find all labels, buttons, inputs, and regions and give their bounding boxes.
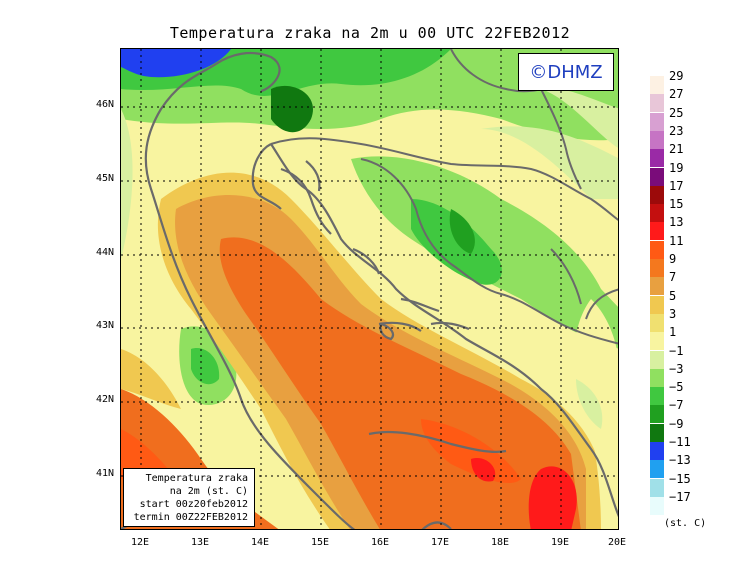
legend-swatch: [650, 76, 664, 94]
info-line: na 2m (st. C): [169, 486, 248, 497]
lon-tick-label: 16E: [370, 537, 390, 548]
legend-label: 23: [669, 123, 684, 138]
legend-swatch: [650, 149, 664, 168]
legend-label: −7: [669, 398, 684, 413]
legend-swatch: [650, 442, 664, 460]
legend-swatch: [650, 277, 664, 296]
legend-label: 27: [669, 87, 684, 102]
legend-label: 1: [669, 325, 677, 340]
info-line: termin 00Z22FEB2012: [133, 512, 248, 523]
legend-label: 3: [669, 306, 677, 321]
legend-label: 15: [669, 197, 684, 212]
legend-swatch: [650, 185, 664, 204]
lon-tick-label: 18E: [490, 537, 510, 548]
lon-tick-label: 13E: [190, 537, 210, 548]
legend-label: −15: [669, 471, 691, 486]
legend-swatch: [650, 167, 664, 186]
legend-swatch: [650, 496, 664, 515]
legend-label: 19: [669, 160, 684, 175]
legend-label: 29: [669, 69, 684, 83]
legend-label: 11: [669, 233, 684, 248]
lat-tick-label: 42N: [95, 394, 114, 405]
info-line: Temperatura zraka: [145, 473, 248, 484]
lat-tick-label: 46N: [95, 99, 114, 110]
legend-unit: (st. C): [664, 518, 707, 529]
map-field: [121, 49, 618, 529]
legend-swatch: [650, 204, 664, 223]
lon-tick-label: 12E: [130, 537, 150, 548]
lat-tick-label: 43N: [95, 320, 114, 331]
legend-swatch: [650, 423, 664, 442]
borders: [270, 49, 618, 345]
legend-swatch: [650, 94, 664, 113]
info-line: start 00z20feb2012: [139, 499, 248, 510]
lat-tick-label: 45N: [95, 173, 114, 184]
legend-label: −1: [669, 343, 684, 358]
lat-tick-label: 44N: [95, 247, 114, 258]
legend-label: −9: [669, 416, 684, 431]
map-title: Temperatura zraka na 2m u 00 UTC 22FEB20…: [169, 24, 571, 42]
legend-swatch: [650, 259, 664, 277]
info-box: Temperatura zraka na 2m (st. C) start 00…: [123, 468, 255, 527]
legend-label: −11: [669, 435, 691, 449]
lon-tick-label: 17E: [430, 537, 450, 548]
legend-label: −13: [669, 453, 691, 468]
legend-swatch: [650, 405, 664, 424]
temperature-map: ©DHMZ Temperatura zraka na 2m (st. C) st…: [120, 48, 619, 530]
legend-swatch: [650, 387, 664, 406]
legend-label: −5: [669, 380, 684, 395]
lon-tick-label: 19E: [550, 537, 570, 548]
legend-label: 7: [669, 270, 677, 285]
lat-tick-label: 41N: [95, 468, 114, 479]
graticule: [121, 49, 618, 529]
legend-swatch: [650, 350, 664, 369]
legend-label: 25: [669, 105, 684, 120]
legend-label: 17: [669, 178, 684, 193]
legend-swatch: [650, 460, 664, 479]
legend-swatch: [650, 295, 664, 314]
legend-swatch: [650, 478, 664, 497]
legend-label: 21: [669, 142, 684, 157]
legend-swatch: [650, 368, 664, 387]
lon-tick-label: 15E: [310, 537, 330, 548]
legend-swatch: [650, 222, 664, 241]
lon-tick-label: 14E: [250, 537, 270, 548]
legend-swatch: [650, 240, 664, 259]
legend-label: 9: [669, 252, 677, 266]
legend-label: 5: [669, 288, 677, 303]
legend-label: −3: [669, 361, 684, 376]
legend-swatch: [650, 112, 664, 131]
legend-label: −17: [669, 489, 691, 504]
legend-swatch: [650, 313, 664, 332]
lon-tick-label: 20E: [607, 537, 627, 548]
dhmz-logo: ©DHMZ: [518, 53, 614, 91]
legend-swatch: [650, 130, 664, 149]
legend-swatch: [650, 332, 664, 351]
legend-label: 13: [669, 215, 684, 230]
